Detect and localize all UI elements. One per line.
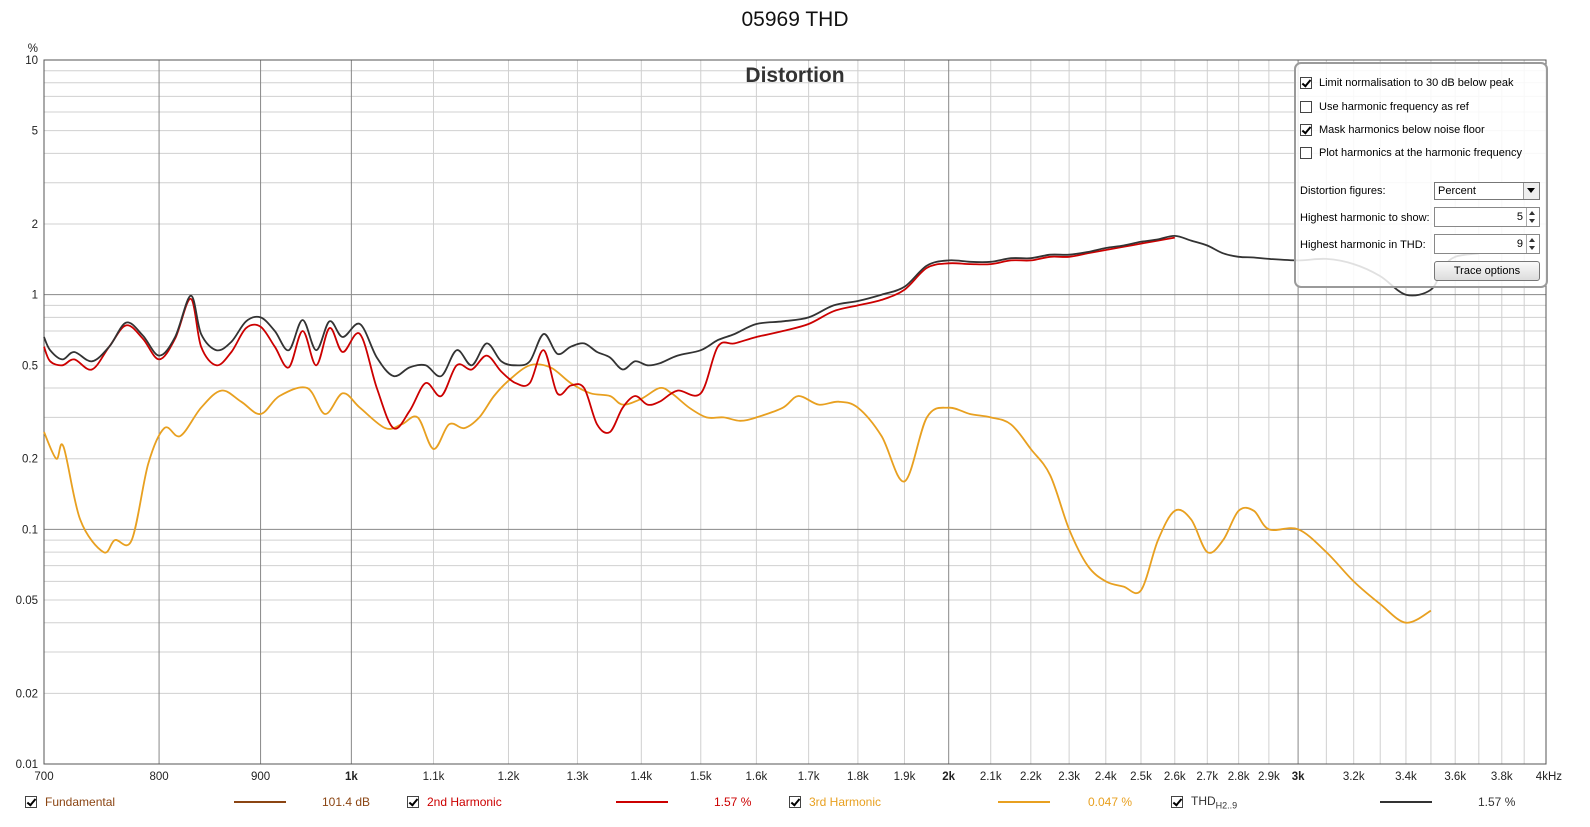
x-tick-label: 2.9k xyxy=(1258,771,1280,783)
legend-3rd-harmonic[interactable]: 3rd Harmonic xyxy=(789,793,881,811)
series-layer xyxy=(43,234,1479,624)
y-tick-label: 2 xyxy=(32,219,38,231)
legend-3rd-harmonic-swatch xyxy=(998,801,1050,803)
highest-harmonic-thd-label: Highest harmonic in THD: xyxy=(1300,239,1426,251)
x-tick-label: 1k xyxy=(345,771,358,783)
x-tick-labels: 700 800 900 1k 1.1k 1.2k 1.3k 1.4k 1.5k 1.6k 1.7k 1… xyxy=(34,771,1562,783)
y-tick-label: 10 xyxy=(25,55,38,67)
spinner-down-icon[interactable] xyxy=(1529,219,1535,223)
chevron-down-icon[interactable] xyxy=(1523,183,1539,199)
highest-harmonic-show-value: 5 xyxy=(1516,211,1523,223)
use-harmonic-frequency-label: Use harmonic frequency as ref xyxy=(1319,101,1469,113)
y-tick-label: 1 xyxy=(32,290,38,302)
x-tick-label: 1.6k xyxy=(746,771,768,783)
legend-thd-value: 1.57 % xyxy=(1478,795,1516,809)
y-tick-label: 0.1 xyxy=(22,524,38,536)
legend-thd[interactable]: THDH2..9 xyxy=(1171,793,1237,811)
x-tick-label: 4kHz xyxy=(1536,771,1562,783)
limit-normalisation-option[interactable]: Limit normalisation to 30 dB below peak xyxy=(1300,75,1513,91)
x-tick-label: 1.7k xyxy=(798,771,820,783)
y-tick-label: 0.02 xyxy=(16,688,38,700)
x-tick-label: 3.2k xyxy=(1343,771,1365,783)
series-thd-h2-9-line xyxy=(43,234,1479,378)
distortion-figures-label: Distortion figures: xyxy=(1300,185,1386,197)
use-harmonic-frequency-checkbox[interactable] xyxy=(1300,101,1312,113)
legend-thd-subscript: H2..9 xyxy=(1215,800,1238,811)
plot-frame xyxy=(43,59,1547,765)
x-tick-label: 800 xyxy=(149,771,168,783)
x-tick-label: 2k xyxy=(942,771,955,783)
legend-2nd-harmonic-checkbox[interactable] xyxy=(407,796,419,808)
distortion-figures-select[interactable]: Percent xyxy=(1434,182,1540,200)
legend-3rd-harmonic-label: 3rd Harmonic xyxy=(809,795,882,809)
y-tick-label: 0.05 xyxy=(16,595,38,607)
legend-2nd-harmonic-swatch xyxy=(616,801,668,803)
legend-2nd-harmonic-value: 1.57 % xyxy=(714,795,752,809)
legend-2nd-harmonic[interactable]: 2nd Harmonic xyxy=(407,793,502,811)
highest-harmonic-show-label: Highest harmonic to show: xyxy=(1300,212,1430,224)
x-tick-label: 3.8k xyxy=(1491,771,1513,783)
x-tick-label: 2.1k xyxy=(980,771,1002,783)
use-harmonic-frequency-option[interactable]: Use harmonic frequency as ref xyxy=(1300,99,1469,115)
legend-thd-label: THDH2..9 xyxy=(1191,794,1237,810)
distortion-figures-value: Percent xyxy=(1438,185,1476,197)
y-tick-label: 0.5 xyxy=(22,360,38,372)
x-tick-label: 3k xyxy=(1292,771,1305,783)
x-tick-label: 1.9k xyxy=(894,771,916,783)
x-tick-label: 2.6k xyxy=(1164,771,1186,783)
y-tick-label: 5 xyxy=(32,126,38,138)
y-tick-label: 0.2 xyxy=(22,454,38,466)
x-tick-label: 2.4k xyxy=(1095,771,1117,783)
y-tick-label: 0.01 xyxy=(16,759,38,771)
x-tick-label: 900 xyxy=(251,771,270,783)
x-tick-label: 3.4k xyxy=(1395,771,1417,783)
legend-thd-swatch xyxy=(1380,801,1432,803)
legend-fundamental[interactable]: Fundamental xyxy=(25,793,115,811)
y-unit-label: % xyxy=(28,43,38,55)
limit-normalisation-label: Limit normalisation to 30 dB below peak xyxy=(1319,77,1514,89)
plot-harmonics-label: Plot harmonics at the harmonic frequency xyxy=(1319,147,1522,159)
legend-fundamental-label: Fundamental xyxy=(45,795,116,809)
mask-harmonics-checkbox[interactable] xyxy=(1300,124,1312,136)
chart-title: Distortion xyxy=(745,64,844,87)
y-tick-labels: 10 5 2 1 0.5 0.2 0.1 0.05 0.02 0.01 xyxy=(16,55,38,771)
legend-2nd-harmonic-label: 2nd Harmonic xyxy=(427,795,502,809)
limit-normalisation-checkbox[interactable] xyxy=(1300,77,1312,89)
x-tick-label: 2.7k xyxy=(1196,771,1218,783)
legend-thd-label-text: THD xyxy=(1191,793,1216,808)
x-tick-label: 1.1k xyxy=(423,771,445,783)
highest-harmonic-show-spinner[interactable]: 5 xyxy=(1434,207,1540,227)
spinner-up-icon[interactable] xyxy=(1529,211,1535,215)
x-tick-label: 1.8k xyxy=(847,771,869,783)
legend-fundamental-swatch xyxy=(234,801,286,803)
highest-harmonic-thd-value: 9 xyxy=(1516,238,1523,250)
spinner-up-icon[interactable] xyxy=(1529,238,1535,242)
mask-harmonics-label: Mask harmonics below noise floor xyxy=(1319,124,1485,136)
x-tick-label: 1.5k xyxy=(690,771,712,783)
page-title: 05969 THD xyxy=(741,8,849,31)
legend-3rd-harmonic-checkbox[interactable] xyxy=(789,796,801,808)
plot-harmonics-checkbox[interactable] xyxy=(1300,147,1312,159)
x-tick-label: 3.6k xyxy=(1444,771,1466,783)
options-panel: Limit normalisation to 30 dB below peak … xyxy=(1294,62,1548,288)
x-tick-label: 2.2k xyxy=(1020,771,1042,783)
plot-harmonics-option[interactable]: Plot harmonics at the harmonic frequency xyxy=(1300,145,1522,161)
legend-thd-checkbox[interactable] xyxy=(1171,796,1183,808)
highest-harmonic-thd-spinner[interactable]: 9 xyxy=(1434,234,1540,254)
x-tick-label: 1.4k xyxy=(630,771,652,783)
mask-harmonics-option[interactable]: Mask harmonics below noise floor xyxy=(1300,122,1485,138)
trace-options-button[interactable]: Trace options xyxy=(1434,261,1540,281)
x-tick-label: 2.3k xyxy=(1058,771,1080,783)
legend-fundamental-value: 101.4 dB xyxy=(322,795,371,809)
spinner-down-icon[interactable] xyxy=(1529,246,1535,250)
x-tick-label: 2.8k xyxy=(1228,771,1250,783)
legend-3rd-harmonic-value: 0.047 % xyxy=(1088,795,1133,809)
series-3rd-harmonic-line xyxy=(43,363,1432,624)
legend-fundamental-checkbox[interactable] xyxy=(25,796,37,808)
x-tick-label: 1.2k xyxy=(498,771,520,783)
x-tick-label: 1.3k xyxy=(567,771,589,783)
series-2nd-harmonic-line xyxy=(43,236,1175,434)
x-tick-label: 2.5k xyxy=(1130,771,1152,783)
x-tick-label: 700 xyxy=(34,771,53,783)
